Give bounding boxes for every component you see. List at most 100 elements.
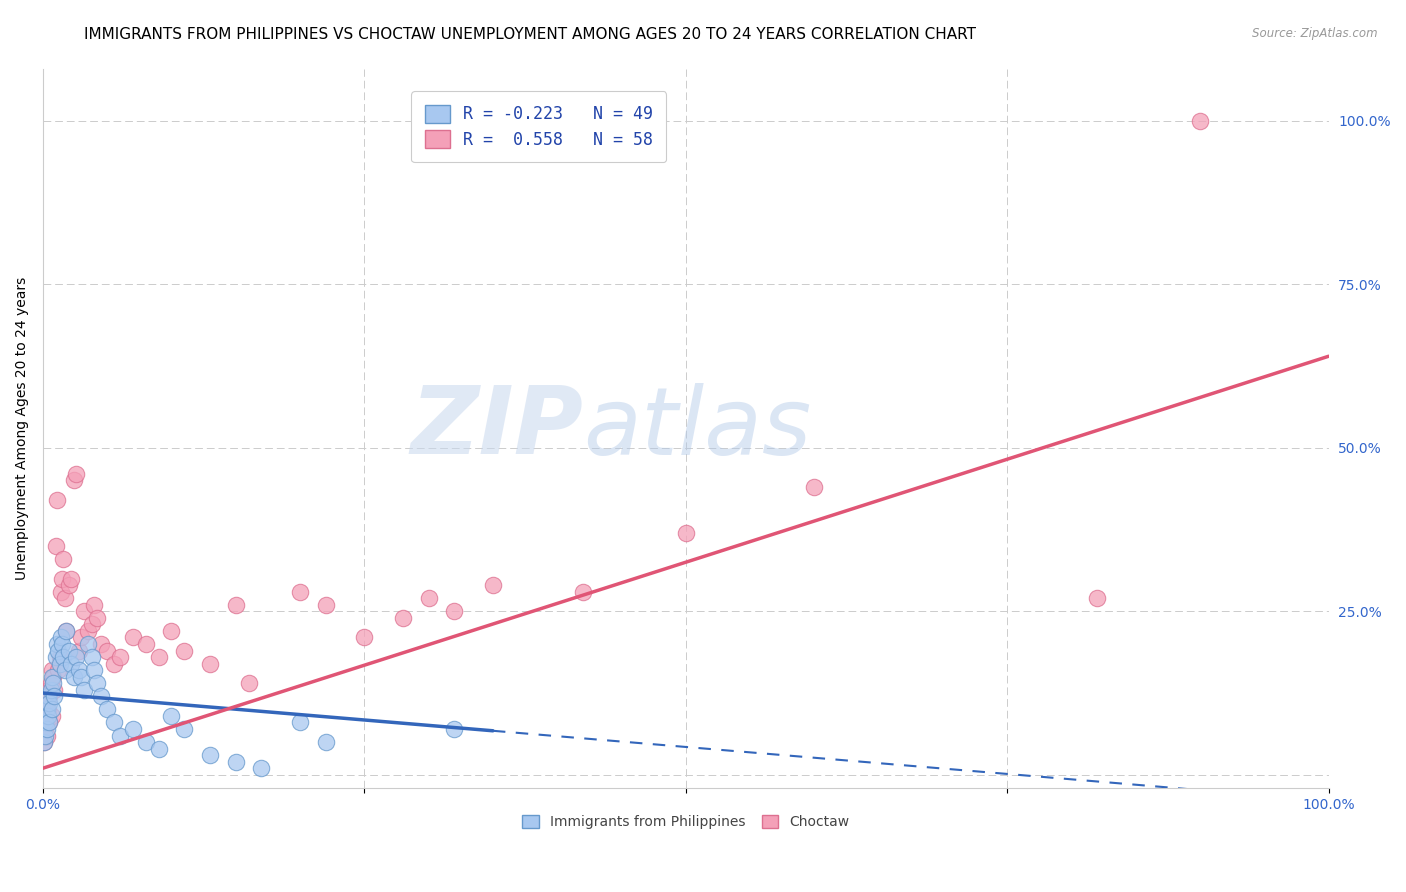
Point: [77, 637, 100, 651]
Point: [37, 709, 59, 723]
Point: [353, 631, 375, 645]
Point: [41, 670, 63, 684]
Y-axis label: Unemployment Among Ages 20 to 24 years: Unemployment Among Ages 20 to 24 years: [15, 277, 30, 580]
Point: [35, 696, 58, 710]
Point: [53, 663, 76, 677]
Point: [41, 663, 63, 677]
Point: [45, 650, 67, 665]
Point: [675, 525, 697, 540]
Point: [37, 690, 59, 704]
Point: [51, 637, 73, 651]
Point: [37, 682, 59, 697]
Text: atlas: atlas: [583, 383, 811, 474]
Point: [48, 657, 70, 671]
Point: [34, 722, 56, 736]
Point: [44, 682, 66, 697]
Point: [77, 624, 100, 638]
Point: [96, 702, 118, 716]
Point: [83, 663, 105, 677]
Point: [108, 650, 131, 665]
Point: [315, 598, 337, 612]
Point: [173, 643, 195, 657]
Point: [83, 598, 105, 612]
Point: [35, 702, 58, 716]
Point: [73, 604, 96, 618]
Point: [443, 722, 465, 736]
Point: [572, 584, 595, 599]
Point: [38, 715, 60, 730]
Point: [135, 637, 157, 651]
Point: [250, 761, 273, 775]
Point: [32, 735, 55, 749]
Point: [70, 670, 93, 684]
Point: [49, 584, 72, 599]
Point: [38, 690, 60, 704]
Point: [35, 722, 58, 736]
Point: [51, 572, 73, 586]
Point: [41, 709, 63, 723]
Point: [392, 611, 415, 625]
Point: [55, 624, 77, 638]
Point: [46, 663, 69, 677]
Point: [52, 552, 75, 566]
Point: [288, 715, 311, 730]
Text: IMMIGRANTS FROM PHILIPPINES VS CHOCTAW UNEMPLOYMENT AMONG AGES 20 TO 24 YEARS CO: IMMIGRANTS FROM PHILIPPINES VS CHOCTAW U…: [84, 27, 976, 42]
Point: [35, 729, 58, 743]
Point: [90, 637, 112, 651]
Point: [80, 650, 103, 665]
Point: [58, 578, 80, 592]
Point: [58, 643, 80, 657]
Point: [238, 676, 260, 690]
Point: [46, 637, 69, 651]
Point: [67, 663, 90, 677]
Point: [86, 611, 108, 625]
Text: ZIP: ZIP: [411, 382, 583, 475]
Point: [38, 696, 60, 710]
Point: [37, 702, 59, 716]
Point: [198, 657, 221, 671]
Point: [73, 682, 96, 697]
Point: [67, 643, 90, 657]
Legend: Immigrants from Philippines, Choctaw: Immigrants from Philippines, Choctaw: [516, 810, 855, 835]
Point: [32, 735, 55, 749]
Point: [44, 690, 66, 704]
Point: [90, 690, 112, 704]
Point: [103, 657, 125, 671]
Point: [49, 631, 72, 645]
Point: [42, 676, 65, 690]
Point: [38, 715, 60, 730]
Point: [225, 755, 247, 769]
Point: [65, 650, 87, 665]
Point: [62, 474, 84, 488]
Point: [53, 591, 76, 606]
Point: [418, 591, 440, 606]
Point: [34, 709, 56, 723]
Point: [103, 715, 125, 730]
Point: [315, 735, 337, 749]
Point: [1085, 591, 1108, 606]
Point: [96, 643, 118, 657]
Point: [70, 631, 93, 645]
Point: [148, 650, 170, 665]
Point: [34, 729, 56, 743]
Point: [803, 480, 825, 494]
Point: [288, 584, 311, 599]
Point: [34, 715, 56, 730]
Point: [86, 676, 108, 690]
Point: [122, 722, 145, 736]
Point: [80, 617, 103, 632]
Point: [45, 539, 67, 553]
Point: [55, 624, 77, 638]
Point: [160, 624, 183, 638]
Point: [65, 467, 87, 481]
Point: [52, 650, 75, 665]
Point: [48, 650, 70, 665]
Point: [198, 748, 221, 763]
Point: [62, 670, 84, 684]
Point: [148, 741, 170, 756]
Point: [225, 598, 247, 612]
Point: [443, 604, 465, 618]
Point: [46, 493, 69, 508]
Point: [135, 735, 157, 749]
Point: [60, 657, 83, 671]
